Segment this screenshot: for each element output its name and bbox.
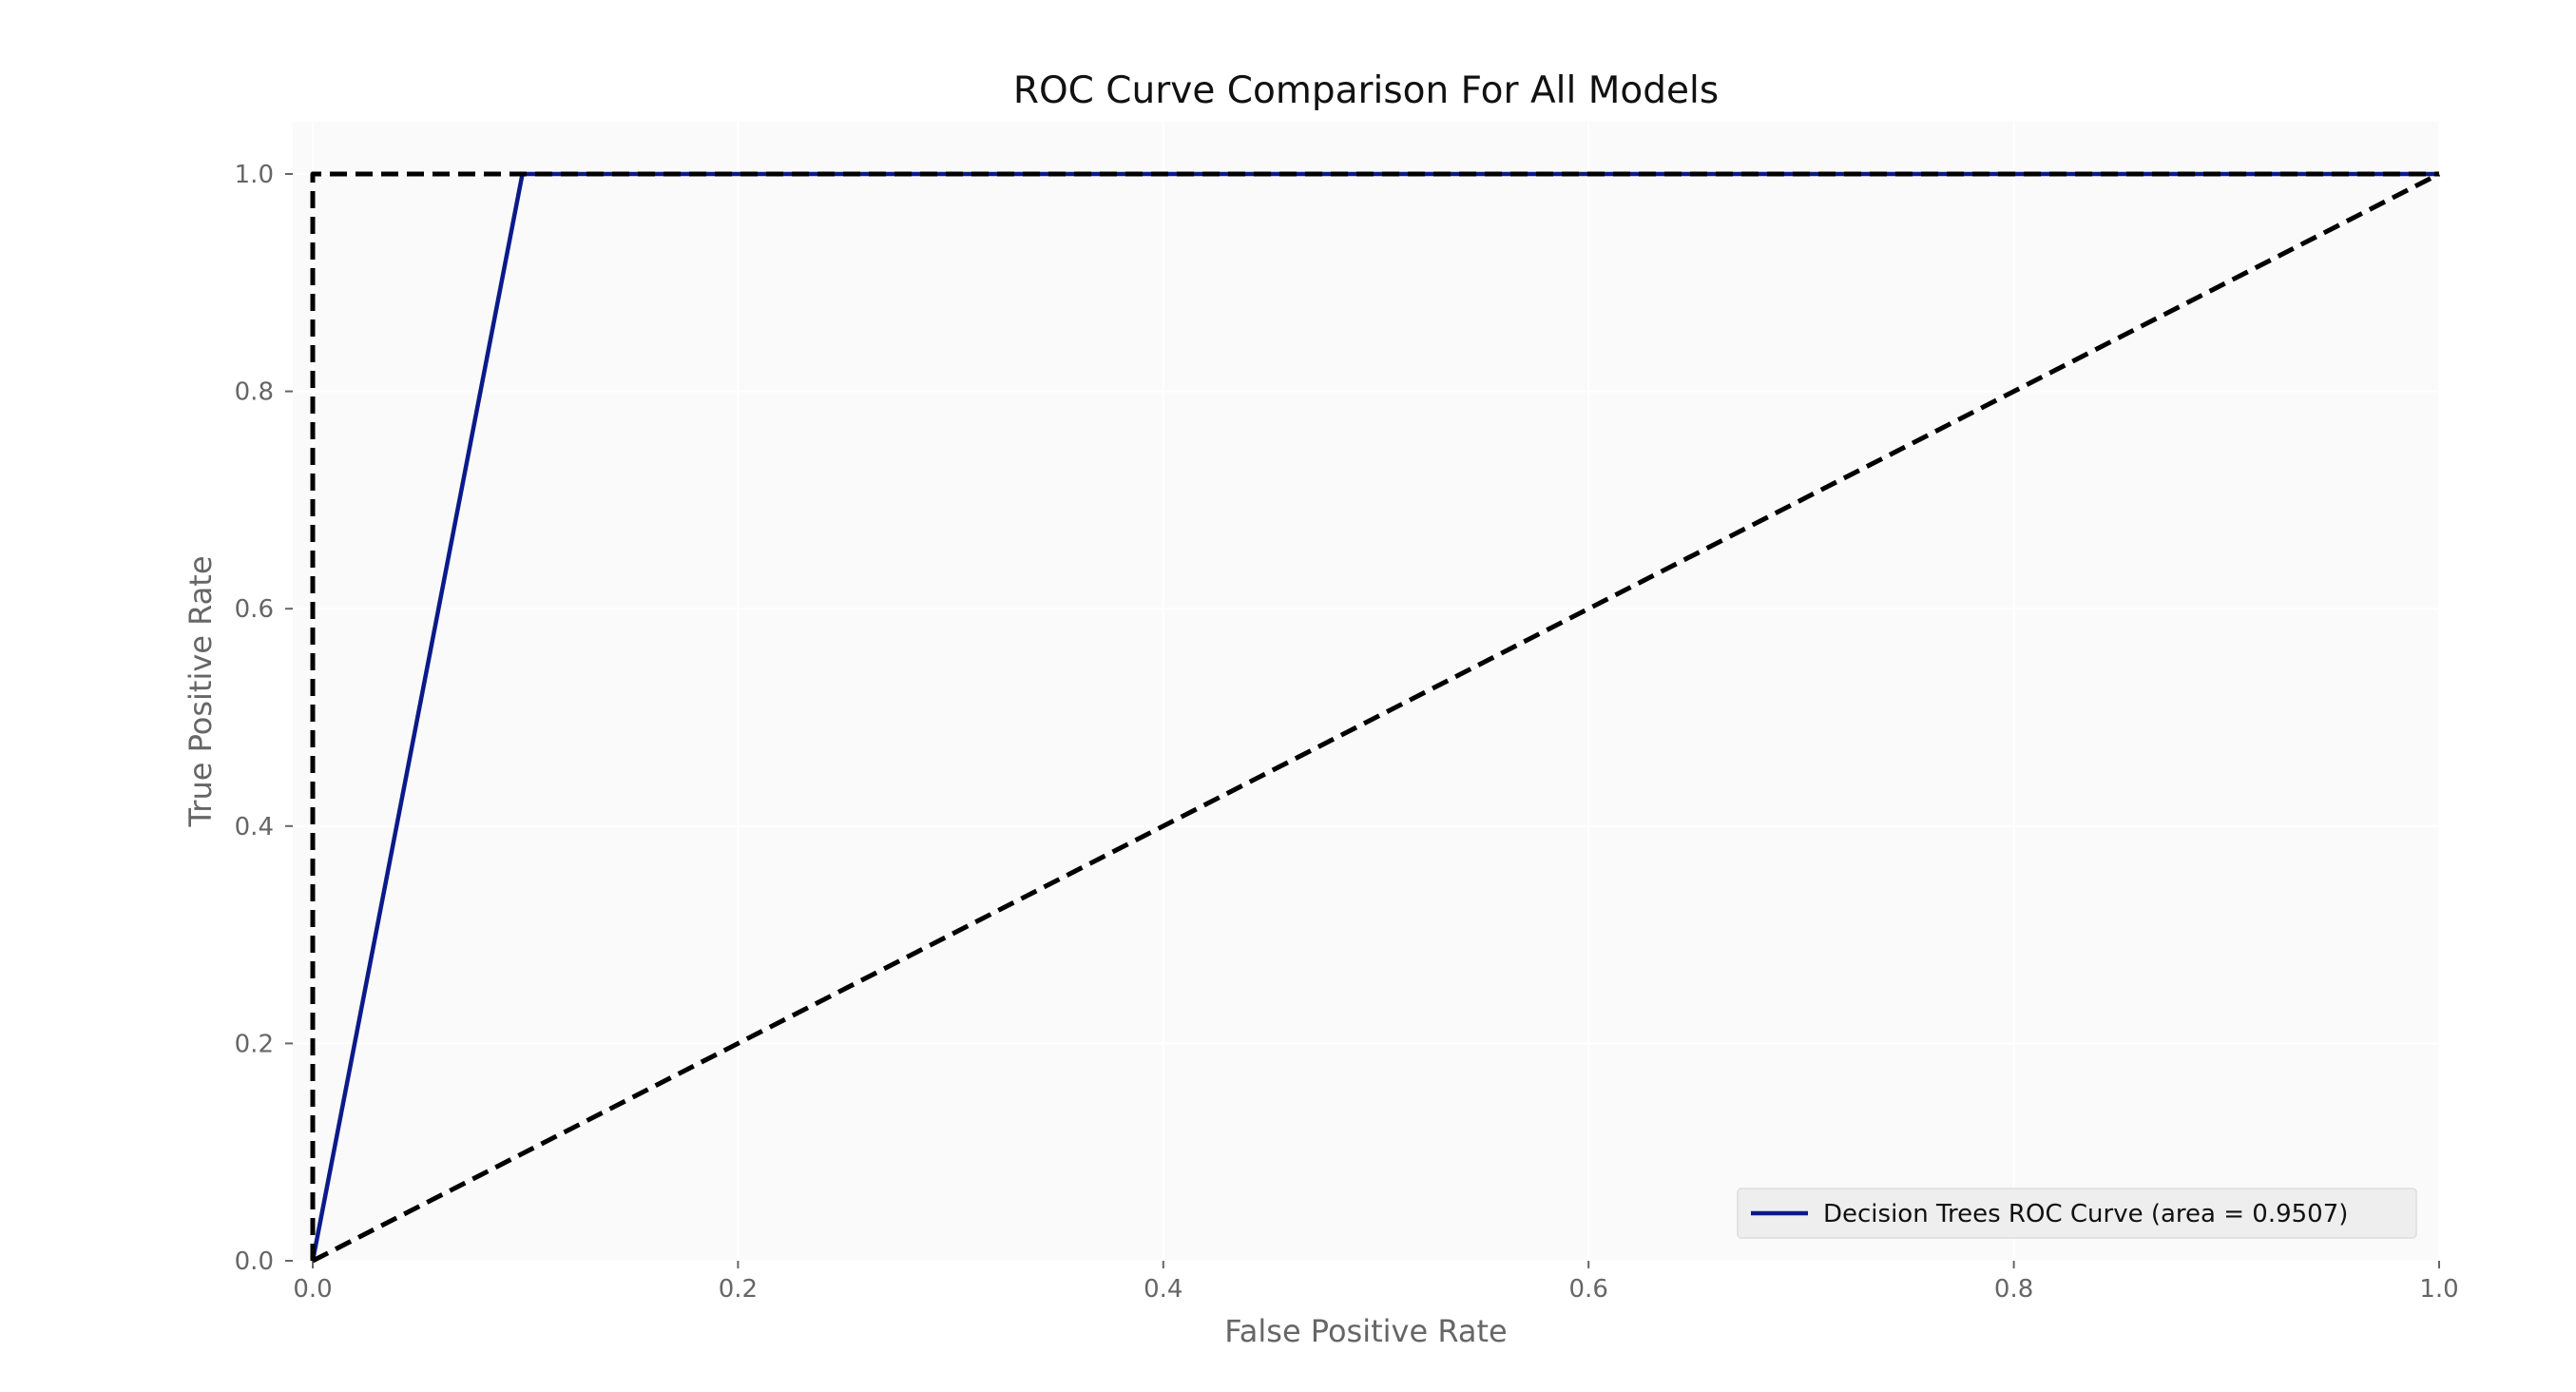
- y-tick-label: 0.6: [235, 595, 274, 624]
- y-tick-label: 0.2: [235, 1030, 274, 1058]
- reference-line-1: [311, 171, 2441, 1264]
- y-tick-label: 0.8: [235, 378, 274, 407]
- x-tick-label: 0.0: [293, 1275, 332, 1304]
- series-lines: [310, 171, 2441, 1264]
- legend-entry-label: Decision Trees ROC Curve (area = 0.9507): [1823, 1200, 2348, 1228]
- legend: Decision Trees ROC Curve (area = 0.9507): [1737, 1188, 2417, 1239]
- y-tick-label: 0.4: [235, 813, 274, 841]
- legend-box: [1737, 1188, 2417, 1239]
- x-tick-label: 0.6: [1569, 1275, 1608, 1304]
- plot-area: [293, 122, 2439, 1261]
- x-axis-label: False Positive Rate: [1224, 1313, 1507, 1349]
- chart-title: ROC Curve Comparison For All Models: [1013, 69, 1719, 112]
- axes: 0.0 0.2 0.4 0.6 0.8 1.0 0.0 0.2 0.4 0.6 0.8 1.0: [235, 161, 2459, 1304]
- y-tick-label: 1.0: [235, 161, 274, 189]
- x-tick-label: 1.0: [2419, 1275, 2458, 1304]
- y-tick-label: 0.0: [235, 1247, 274, 1276]
- x-tick-label: 0.4: [1144, 1275, 1182, 1304]
- x-tick-label: 0.2: [719, 1275, 758, 1304]
- y-axis-label: True Positive Rate: [183, 555, 219, 827]
- reference-line-2: [310, 171, 2439, 1261]
- x-tick-label: 0.8: [1994, 1275, 2033, 1304]
